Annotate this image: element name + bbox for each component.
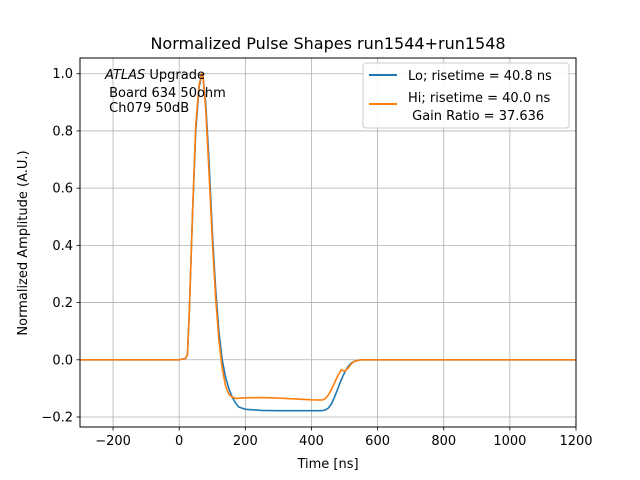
legend-label-lo: Lo; risetime = 40.8 ns xyxy=(408,69,552,84)
x-tick-label: 1000 xyxy=(493,434,526,449)
y-tick-label: −0.2 xyxy=(41,410,73,425)
annotation-line-1: ATLAS Upgrade xyxy=(104,68,205,83)
legend-label-hi-gain: Gain Ratio = 37.636 xyxy=(408,109,544,124)
y-axis-ticks: −0.2 0.0 0.2 0.4 0.6 0.8 1.0 xyxy=(41,67,80,425)
annotation: ATLAS Upgrade Board 634 50ohm Ch079 50dB xyxy=(104,68,226,116)
x-axis-label: Time [ns] xyxy=(296,457,358,472)
series-line-hi xyxy=(80,72,576,401)
x-tick-label: 0 xyxy=(175,434,183,449)
annotation-line-2: Board 634 50ohm xyxy=(105,86,226,101)
y-tick-label: 0.8 xyxy=(52,124,73,139)
legend: Lo; risetime = 40.8 ns Hi; risetime = 40… xyxy=(362,62,570,129)
legend-box xyxy=(362,62,570,129)
y-tick-label: 0.6 xyxy=(52,182,73,197)
x-tick-label: 400 xyxy=(299,434,324,449)
y-axis-label: Normalized Amplitude (A.U.) xyxy=(16,150,31,335)
series-layer xyxy=(80,72,576,412)
y-tick-label: 0.2 xyxy=(52,296,73,311)
x-tick-label: 600 xyxy=(365,434,390,449)
x-axis-ticks: −200 0 200 400 600 800 1000 1200 xyxy=(95,427,593,449)
annotation-upgrade: Upgrade xyxy=(145,68,205,83)
x-tick-label: −200 xyxy=(95,434,131,449)
y-tick-label: 0.0 xyxy=(52,353,73,368)
x-tick-label: 800 xyxy=(431,434,456,449)
atlas-label: ATLAS xyxy=(104,68,145,83)
annotation-line-3: Ch079 50dB xyxy=(105,101,189,116)
plot-frame xyxy=(79,57,577,428)
chart-title: Normalized Pulse Shapes run1544+run1548 xyxy=(150,34,505,53)
x-tick-label: 200 xyxy=(233,434,258,449)
y-tick-label: 0.4 xyxy=(52,239,73,254)
legend-label-hi: Hi; risetime = 40.0 ns xyxy=(408,91,550,106)
y-tick-label: 1.0 xyxy=(52,67,73,82)
x-tick-label: 1200 xyxy=(559,434,592,449)
